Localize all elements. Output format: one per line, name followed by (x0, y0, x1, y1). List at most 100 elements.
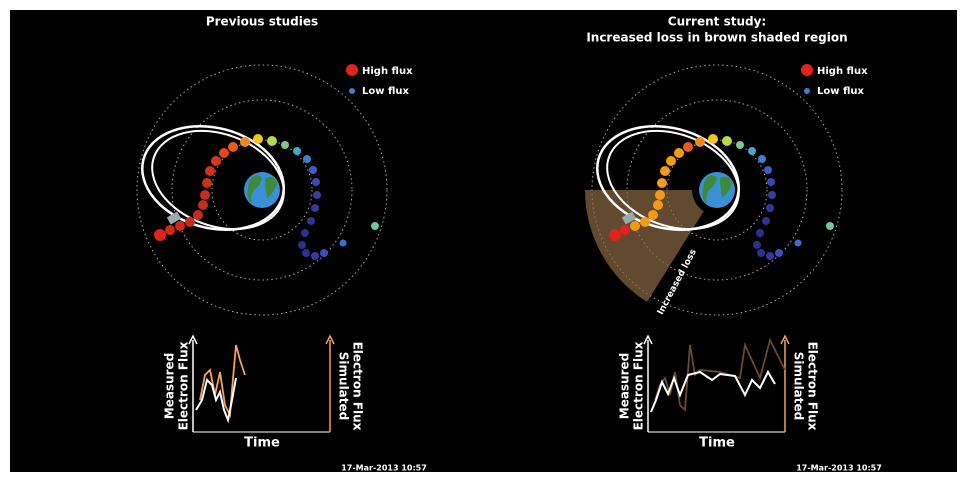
flux-dot (313, 191, 321, 199)
flux-dot (219, 148, 229, 158)
orbit-ring (171, 99, 353, 281)
axis-arrow (643, 334, 653, 345)
timestamp: 17-Mar-2013 10:57 (796, 464, 882, 473)
y-axis-label: Simulated (792, 352, 806, 420)
orbit-path (141, 124, 285, 232)
flux-dot (200, 190, 210, 200)
legend-marker (801, 64, 813, 76)
flux-dot (674, 148, 684, 158)
flux-dot (311, 204, 319, 212)
flux-dot (826, 222, 834, 230)
flux-dot (301, 229, 309, 237)
flux-dot (683, 142, 693, 152)
flux-dot (154, 229, 166, 241)
flux-dot (165, 225, 175, 235)
flux-dot (211, 156, 221, 166)
earth-land (247, 175, 277, 204)
measured-flux (195, 377, 237, 424)
flux-dot (253, 134, 263, 144)
flux-dot (666, 156, 676, 166)
earth-land (702, 175, 732, 204)
panel: Previous studies High flux Low flux Measure… (136, 15, 427, 473)
flux-dot (648, 210, 658, 220)
orbit-path (606, 129, 740, 231)
orbit-path (596, 124, 740, 232)
flux-dot (748, 147, 756, 155)
flux-dot (311, 252, 319, 260)
flux-dot (307, 217, 315, 225)
flux-dot (205, 166, 215, 176)
flux-dot (657, 178, 667, 188)
orbit-ring (136, 64, 388, 316)
orbit-ring (626, 99, 808, 281)
panels: Previous studies High flux Low flux Measure… (136, 15, 882, 473)
flux-dot (630, 221, 640, 231)
y-axis-label: Electron Flux (351, 342, 365, 431)
flux-dot (660, 166, 670, 176)
legend-marker (804, 88, 810, 94)
satellite (166, 211, 182, 225)
flux-dot (298, 241, 306, 249)
y-axis-label: Measured (163, 353, 177, 420)
flux-dot (185, 217, 195, 227)
flux-dot (757, 249, 765, 257)
flux-dot (175, 221, 185, 231)
flux-dot (766, 204, 774, 212)
flux-dot (794, 239, 802, 247)
panel-title: Current study: (668, 15, 766, 29)
axis-arrow (325, 334, 335, 345)
x-axis-label: Time (699, 436, 735, 451)
satellite (621, 211, 637, 225)
flux-dot (736, 141, 744, 149)
flux-dot (775, 249, 783, 257)
panel-title: Increased loss in brown shaded region (586, 31, 847, 45)
flux-dot (758, 155, 766, 163)
flux-dot (722, 136, 732, 146)
panel: Current study: Increased loss in brown sh… (585, 15, 882, 473)
y-axis-label: Electron Flux (632, 341, 646, 430)
legend-marker (349, 88, 355, 94)
flux-dot (655, 190, 665, 200)
flux-dot (293, 147, 301, 155)
y-axis-label: Measured (618, 353, 632, 420)
flux-dot (764, 166, 772, 174)
y-axis-label: Simulated (337, 352, 351, 420)
flux-dot (302, 249, 310, 257)
flux-dot (312, 178, 320, 186)
legend-marker (346, 64, 358, 76)
flux-dot (240, 137, 250, 147)
loss-region (585, 190, 704, 302)
x-axis-label: Time (244, 436, 280, 451)
flux-dot (193, 210, 203, 220)
flux-dot (653, 200, 663, 210)
simulated-flux (654, 337, 786, 413)
flux-dot (756, 229, 764, 237)
panel-title: Previous studies (206, 15, 318, 29)
flux-dot (339, 239, 347, 247)
measured-flux (650, 369, 776, 413)
legend-label: High flux (362, 66, 413, 77)
y-axis-label: Electron Flux (177, 341, 191, 430)
flux-dot (768, 191, 776, 199)
legend-label: High flux (817, 66, 868, 77)
flux-dot (753, 241, 761, 249)
flux-dot (767, 178, 775, 186)
flux-dot (620, 225, 630, 235)
flux-dot (267, 136, 277, 146)
flux-dot (609, 229, 621, 241)
flux-dot (766, 252, 774, 260)
flux-dot (198, 200, 208, 210)
axis-arrow (780, 334, 790, 345)
flux-dot (762, 217, 770, 225)
flux-dot (320, 249, 328, 257)
flux-dot (640, 217, 650, 227)
timestamp: 17-Mar-2013 10:57 (341, 464, 427, 473)
orbit-path (151, 129, 285, 231)
flux-dot (695, 137, 705, 147)
flux-dot (303, 155, 311, 163)
flux-dot (371, 222, 379, 230)
legend-label: Low flux (362, 86, 409, 97)
flux-dot (228, 142, 238, 152)
flux-dot (708, 134, 718, 144)
